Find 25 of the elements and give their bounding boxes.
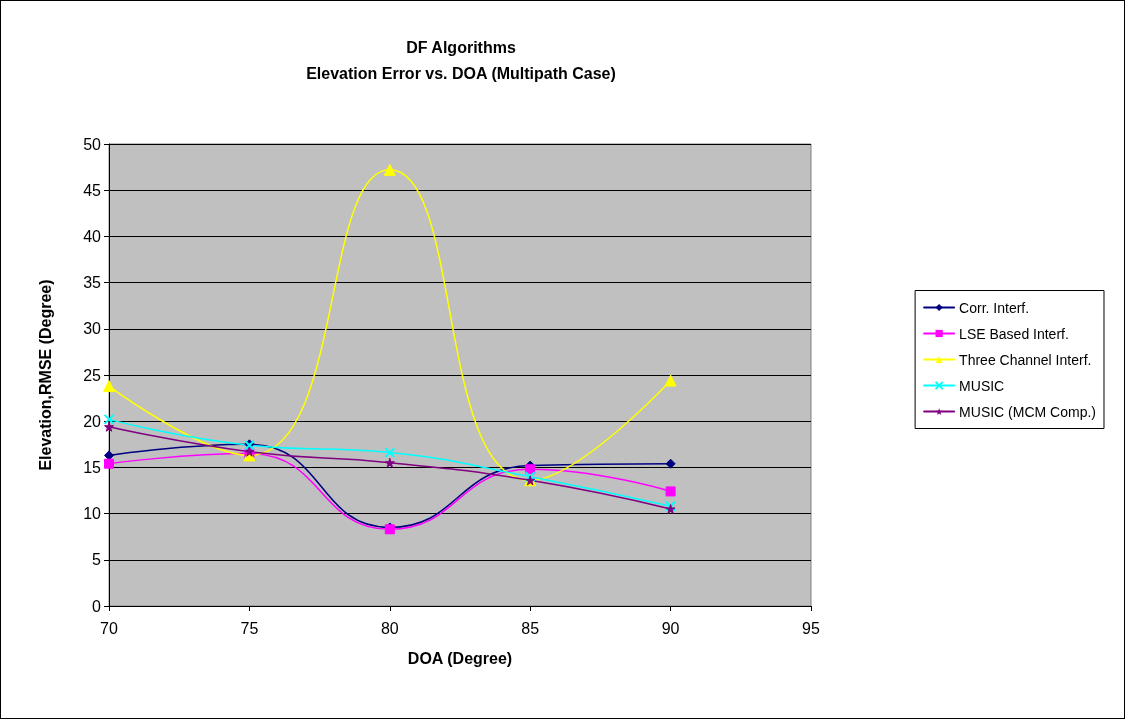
x-tick-label: 80	[380, 619, 399, 637]
y-tick-label: 30	[83, 320, 102, 338]
y-tick-label: 40	[83, 227, 102, 245]
y-axis-title: Elevation,RMSE (Degree)	[36, 279, 54, 471]
x-tick-label: 70	[100, 619, 118, 637]
y-tick-label: 5	[92, 551, 102, 569]
x-tick-label: 95	[802, 619, 820, 637]
x-tick-label: 85	[521, 619, 540, 637]
legend-label: Three Channel Interf.	[959, 351, 1092, 368]
y-tick-label: 50	[83, 135, 102, 153]
x-tick-label: 90	[661, 619, 680, 637]
y-tick-label: 25	[83, 366, 102, 384]
y-tick-label: 10	[83, 505, 102, 523]
y-tick-label: 15	[83, 458, 102, 476]
y-tick-label: 45	[83, 181, 102, 199]
y-tick-label: 20	[83, 412, 102, 430]
x-tick-label: 75	[240, 619, 259, 637]
legend-label: MUSIC (MCM Comp.)	[959, 403, 1097, 420]
legend-label: Corr. Interf.	[959, 299, 1030, 316]
x-axis-title: DOA (Degree)	[407, 649, 513, 667]
legend-label: LSE Based Interf.	[959, 325, 1069, 342]
legend-label: MUSIC	[959, 377, 1005, 394]
y-tick-label: 35	[83, 274, 102, 292]
chart-title: DF Algorithms Elevation Error vs. DOA (Multipath Case)	[306, 38, 616, 82]
y-tick-label: 0	[92, 597, 102, 615]
